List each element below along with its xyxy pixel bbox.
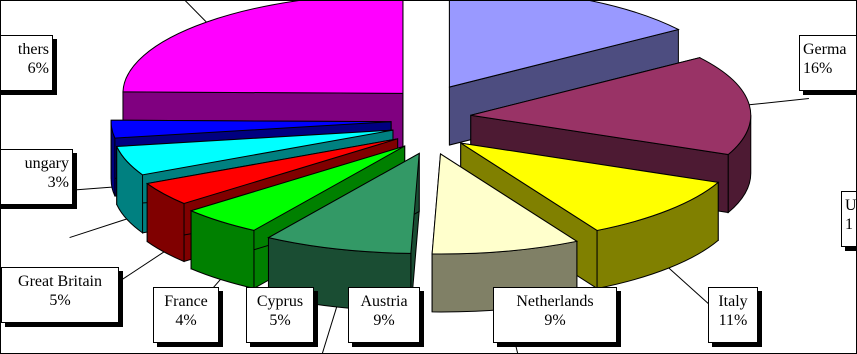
label-austria-pct: 9% bbox=[373, 312, 395, 329]
slice-top bbox=[189, 145, 405, 231]
label-hungary-name: ungary bbox=[24, 155, 69, 172]
label-cyprus-name: Cyprus bbox=[256, 293, 304, 310]
slice-top bbox=[122, 1, 404, 94]
slice-netherlands bbox=[431, 153, 579, 313]
label-austria: Austria 9% bbox=[348, 287, 420, 343]
label-great-britain-name: Great Britain bbox=[18, 273, 102, 290]
pie-slices bbox=[110, 1, 752, 313]
label-others-pct: 6% bbox=[27, 60, 49, 77]
label-hungary-pct: 3% bbox=[47, 174, 69, 191]
slice-top bbox=[145, 138, 398, 205]
label-great-britain: Great Britain 5% bbox=[1, 267, 119, 323]
label-netherlands-pct: 9% bbox=[544, 312, 566, 329]
slice-top bbox=[470, 57, 752, 156]
label-uk-pct: 1 bbox=[845, 216, 853, 233]
slice-top bbox=[115, 129, 394, 176]
label-austria-name: Austria bbox=[360, 293, 408, 310]
label-cyprus: Cyprus 5% bbox=[246, 287, 314, 343]
label-uk: U 1 bbox=[841, 191, 857, 247]
label-germany: Germa 16% bbox=[799, 35, 856, 91]
leader-great-britain bbox=[69, 218, 127, 239]
label-france-name: France bbox=[164, 293, 208, 310]
slice-top bbox=[267, 152, 420, 254]
label-great-britain-pct: 5% bbox=[49, 292, 71, 309]
slice-top bbox=[460, 142, 720, 231]
label-italy-name: Italy bbox=[718, 293, 748, 310]
label-uk-name: U bbox=[845, 197, 857, 214]
label-germany-pct: 16% bbox=[803, 60, 833, 77]
label-others: thers 6% bbox=[1, 35, 53, 91]
label-hungary: ungary 3% bbox=[1, 149, 73, 205]
label-others-name: thers bbox=[17, 41, 49, 58]
label-germany-name: Germa bbox=[803, 41, 847, 58]
label-france: France 4% bbox=[153, 287, 219, 343]
slice-top bbox=[448, 1, 680, 88]
slice-top bbox=[110, 119, 392, 139]
label-netherlands: Netherlands 9% bbox=[493, 287, 617, 343]
label-netherlands-name: Netherlands bbox=[516, 293, 594, 310]
leader-others bbox=[184, 1, 207, 23]
label-france-pct: 4% bbox=[175, 312, 197, 329]
leader-italy bbox=[668, 267, 714, 309]
label-italy-pct: 11% bbox=[718, 312, 748, 329]
label-cyprus-pct: 5% bbox=[269, 312, 291, 329]
slice-top bbox=[431, 153, 579, 255]
leader-austria bbox=[321, 306, 338, 353]
label-italy: Italy 11% bbox=[708, 287, 758, 343]
leader-france bbox=[113, 251, 165, 286]
leader-uk bbox=[749, 98, 809, 106]
